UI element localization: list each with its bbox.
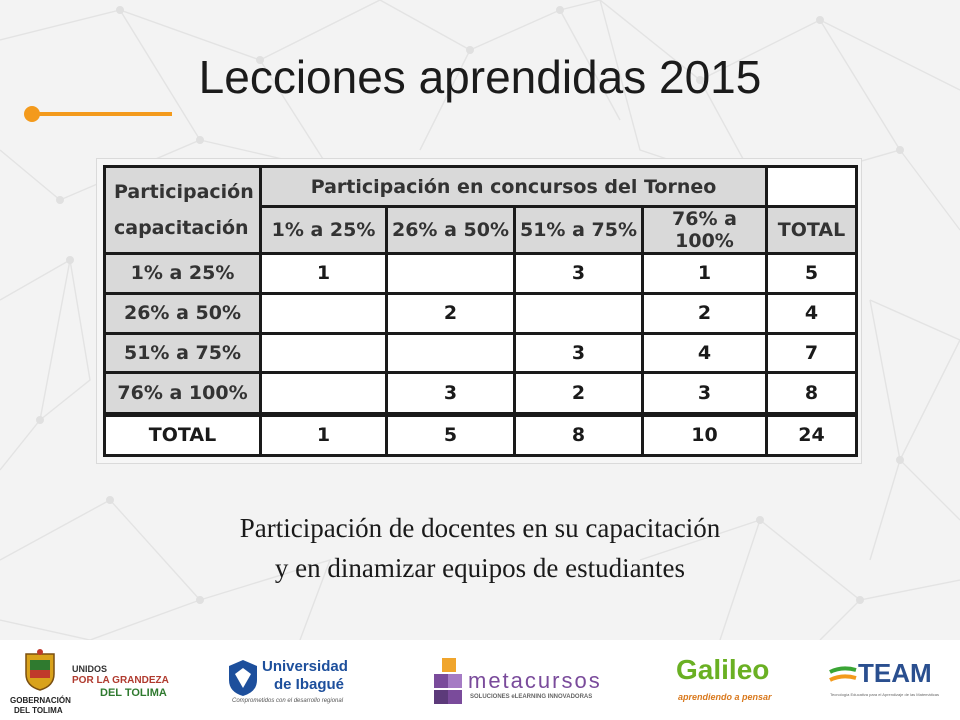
column-header-total: TOTAL <box>765 205 858 255</box>
total-cell: 10 <box>641 411 768 458</box>
footer-logos-bar: GOBERNACIÓN DEL TOLIMA UNIDOS POR LA GRA… <box>0 640 960 720</box>
swoosh-icon <box>829 666 857 682</box>
universidad-line1: Universidad <box>262 658 348 675</box>
slide-caption: Participación de docentes en su capacita… <box>0 508 960 588</box>
table-image-frame: Participación capacitación Participación… <box>96 158 862 464</box>
slide-title: Lecciones aprendidas 2015 <box>198 51 762 103</box>
unidos-line2: POR LA GRANDEZA <box>72 675 169 686</box>
table-cell-total: 8 <box>765 371 858 416</box>
table-cell: 2 <box>513 371 644 416</box>
table-row: 76% a 100% 3 2 3 8 <box>103 371 858 416</box>
metacursos-tagline: SOLUCIONES eLEARNING INNOVADORAS <box>470 694 593 700</box>
table-row: 51% a 75% 3 4 7 <box>103 331 858 375</box>
table-cell: 3 <box>513 331 644 375</box>
caption-line1: Participación de docentes en su capacita… <box>239 513 721 543</box>
table-cell: 3 <box>385 371 516 416</box>
table-cell-total: 7 <box>765 331 858 375</box>
gobernacion-logo: GOBERNACIÓN DEL TOLIMA <box>10 640 71 720</box>
universidad-tagline: Comprometidos con el desarrollo regional <box>232 698 344 704</box>
row-header-cell: Participación capacitación <box>103 165 262 255</box>
unidos-line1: UNIDOS <box>72 664 108 674</box>
table-cell: 2 <box>385 291 516 335</box>
row-label: 76% a 100% <box>103 371 262 416</box>
galileo-logo: Galileo aprendiendo a pensar <box>672 640 782 720</box>
row-header-line2: capacitación <box>114 217 249 239</box>
total-row-label: TOTAL <box>103 411 262 458</box>
metacursos-name: metacursos <box>468 668 602 693</box>
unidos-logo: UNIDOS POR LA GRANDEZA DEL TOLIMA <box>72 640 172 720</box>
row-label: 51% a 75% <box>103 331 262 375</box>
team-name: TEAM <box>858 658 932 688</box>
universidad-ibague-logo: Universidad de Ibagué Comprometidos con … <box>222 640 352 720</box>
total-cell: 1 <box>259 411 388 458</box>
table-cell <box>259 291 388 335</box>
total-cell: 5 <box>385 411 516 458</box>
gobernacion-line1: GOBERNACIÓN <box>10 696 71 705</box>
grand-total-cell: 24 <box>765 411 858 458</box>
team-tagline: Tecnología Educativa para el Aprendizaje… <box>830 692 939 697</box>
table-cell-total: 4 <box>765 291 858 335</box>
metacursos-logo: metacursos SOLUCIONES eLEARNING INNOVADO… <box>432 640 622 720</box>
column-header: 26% a 50% <box>385 205 516 255</box>
table-cell-total: 5 <box>765 252 858 295</box>
empty-header-cell <box>765 165 858 208</box>
column-header: 51% a 75% <box>513 205 644 255</box>
row-header-line1: Participación <box>114 181 254 203</box>
unidos-line3: DEL TOLIMA <box>100 687 167 699</box>
column-header: 76% a 100% <box>641 205 768 255</box>
coat-of-arms-icon <box>25 649 55 691</box>
table-cell: 4 <box>641 331 768 375</box>
row-label: 26% a 50% <box>103 291 262 335</box>
team-logo: TEAM Tecnología Educativa para el Aprend… <box>828 640 953 720</box>
table-cell <box>259 371 388 416</box>
table-cell: 1 <box>641 252 768 295</box>
galileo-name: Galileo <box>676 654 770 685</box>
title-accent-line <box>30 112 172 116</box>
cubes-icon <box>434 658 462 704</box>
table-cell: 3 <box>641 371 768 416</box>
title-accent-dot <box>24 106 40 122</box>
participation-table: Participación capacitación Participación… <box>103 165 858 458</box>
table-cell <box>385 252 516 295</box>
table-cell: 2 <box>641 291 768 335</box>
column-group-header: Participación en concursos del Torneo <box>259 165 768 208</box>
table-cell <box>385 331 516 375</box>
galileo-tagline: aprendiendo a pensar <box>678 692 772 702</box>
column-header: 1% a 25% <box>259 205 388 255</box>
total-cell: 8 <box>513 411 644 458</box>
table-total-row: TOTAL 1 5 8 10 24 <box>103 411 858 458</box>
table-cell <box>513 291 644 335</box>
universidad-line2: de Ibagué <box>274 676 345 693</box>
table-cell <box>259 331 388 375</box>
table-cell: 1 <box>259 252 388 295</box>
table-row: 26% a 50% 2 2 4 <box>103 291 858 335</box>
gobernacion-line2: DEL TOLIMA <box>14 706 63 715</box>
shield-icon <box>229 660 257 696</box>
row-label: 1% a 25% <box>103 252 262 295</box>
table-cell: 3 <box>513 252 644 295</box>
table-row: 1% a 25% 1 3 1 5 <box>103 252 858 295</box>
caption-line2: y en dinamizar equipos de estudiantes <box>274 553 686 583</box>
